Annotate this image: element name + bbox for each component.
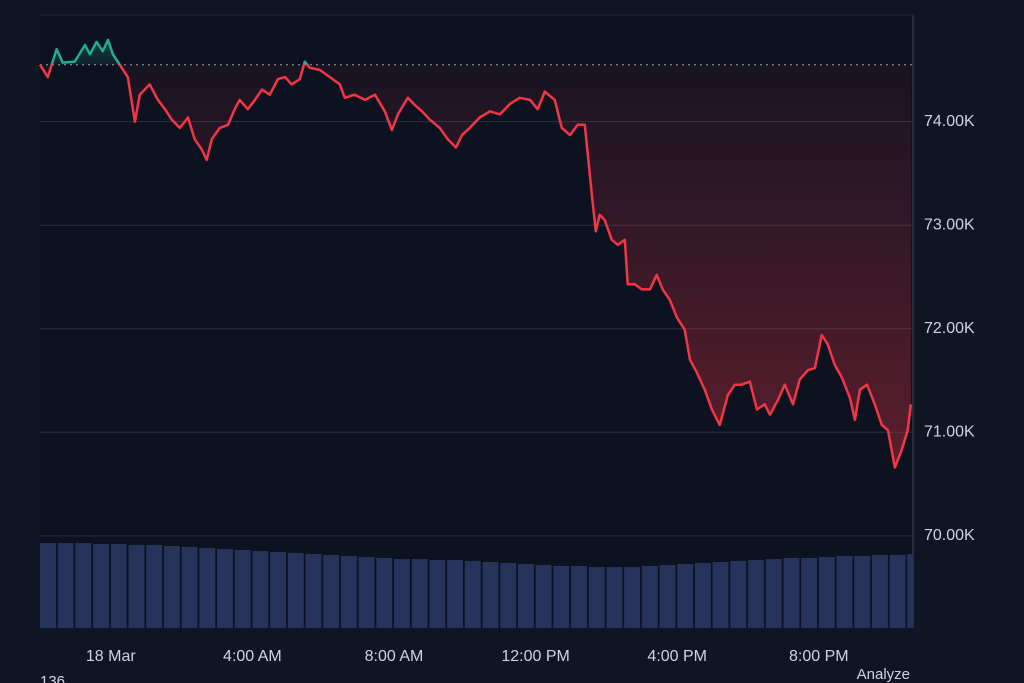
baseline-area [40,39,911,468]
volume-bar [889,555,906,628]
volume-bar [730,561,747,628]
volume-bar [482,562,499,628]
price-line [38,38,913,469]
volume-bar [801,558,818,628]
volume-bar [252,551,269,628]
volume-bar [394,559,410,628]
volume-bar [871,555,888,628]
volume-bar [305,554,322,628]
volume-bar [234,550,251,628]
volume-bar [110,544,127,628]
volume-bar [571,566,587,628]
volume-bar [93,544,110,628]
x-tick-label: 8:00 PM [789,648,849,665]
volume-bar [287,553,304,628]
volume-bar [128,545,145,628]
volume-bar [40,543,56,628]
volume-bar [694,563,711,628]
y-tick-label: 71.00K [924,424,975,441]
volume-bar [429,560,446,628]
volume-bar [624,567,641,628]
volume-bar [217,549,233,628]
volume-bar [588,567,605,628]
footer-left: 136 [40,673,65,683]
x-tick-label: 4:00 AM [223,648,282,665]
y-tick-label: 70.00K [924,527,975,544]
volume-bar [500,563,517,628]
volume-bar [181,547,198,628]
volume-bar [659,565,676,628]
volume-bar [464,561,481,628]
volume-bar [641,566,658,628]
y-tick-label: 72.00K [924,320,975,337]
x-tick-label: 8:00 AM [365,648,424,665]
volume-bar [783,558,800,628]
volume-bar [323,555,340,628]
volume-bar [75,543,92,628]
volume-bar [163,546,180,628]
volume-bar [146,545,163,628]
volume-bar [535,565,552,628]
volume-bar [818,557,835,628]
volume-bar [553,566,570,628]
x-tick-label: 12:00 PM [501,648,569,665]
x-tick-label: 4:00 PM [647,648,707,665]
volume-bar [836,556,853,628]
volume-bar [712,562,729,628]
volume-bar [376,558,393,628]
y-tick-label: 74.00K [924,113,975,130]
volume-bar [854,556,871,628]
footer-right[interactable]: Analyze [857,666,910,683]
volume-bar [907,554,913,628]
volume-bar [606,567,623,628]
volume-bar [517,564,534,628]
y-tick-label: 73.00K [924,216,975,233]
volume-bar [447,560,464,628]
volume-bar [57,543,74,628]
volume-bar [677,564,694,628]
volume-bar [270,552,287,628]
volume-bar [411,559,428,628]
volume-bar [765,559,782,628]
volume-bar [340,556,357,628]
x-tick-label: 18 Mar [86,648,136,665]
volume-bar [748,560,764,628]
volume-bar [358,557,375,628]
volume-bar [199,548,216,628]
